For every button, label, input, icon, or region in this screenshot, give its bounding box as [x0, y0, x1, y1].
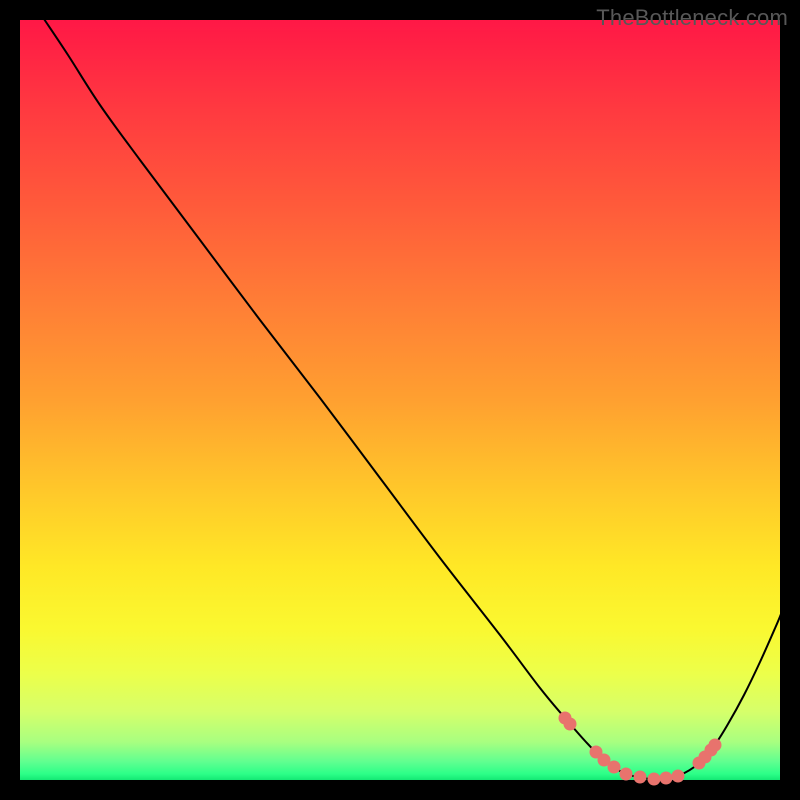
bottleneck-chart — [0, 0, 800, 800]
curve-marker — [564, 718, 577, 731]
plot-background — [20, 20, 780, 780]
chart-container — [0, 0, 800, 800]
curve-marker — [709, 739, 722, 752]
curve-marker — [608, 761, 621, 774]
curve-marker — [634, 771, 647, 784]
curve-marker — [672, 770, 685, 783]
curve-marker — [620, 768, 633, 781]
curve-marker — [660, 772, 673, 785]
curve-marker — [648, 773, 661, 786]
